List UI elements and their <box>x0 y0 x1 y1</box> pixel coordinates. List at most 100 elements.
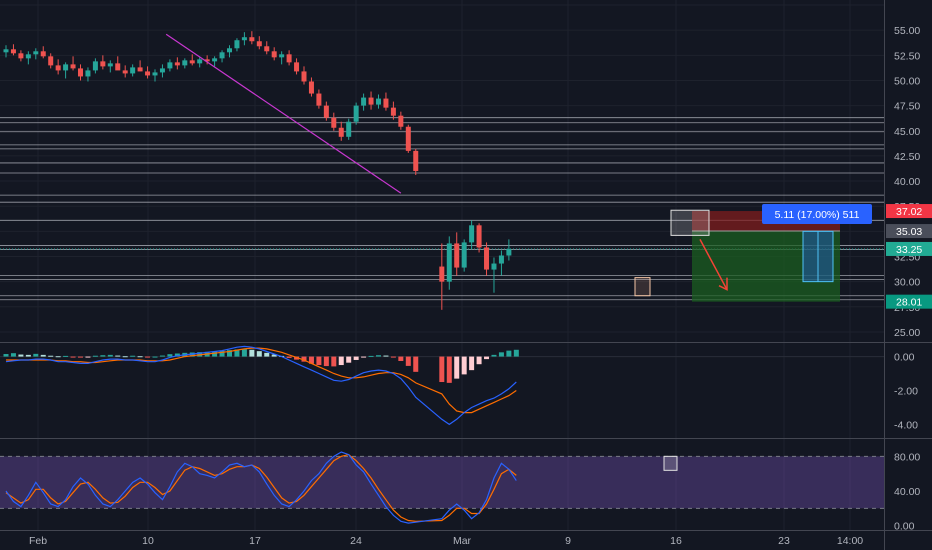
x-tick-24: 24 <box>350 535 362 547</box>
macd-histogram-bar <box>78 356 83 358</box>
candle-body <box>439 266 445 282</box>
short-position-tool[interactable] <box>634 209 840 302</box>
price-tag-last: 33.25 <box>896 244 922 256</box>
candle-body <box>3 49 9 53</box>
macd-histogram-bar <box>476 356 482 365</box>
candle-body <box>55 65 61 71</box>
macd-histogram-bar <box>33 353 39 357</box>
macd-histogram-bar <box>331 356 337 367</box>
price-axis[interactable]: 55.0052.5050.0047.5045.0042.5040.0037.50… <box>894 25 920 532</box>
candle-body <box>256 41 262 47</box>
candle-body <box>204 59 210 62</box>
macd-histogram-bar <box>174 353 180 357</box>
macd-histogram-bar <box>264 352 270 357</box>
macd-axis-label: 0.00 <box>894 352 915 364</box>
macd-histogram-bar <box>390 356 396 358</box>
trendline[interactable] <box>165 33 402 194</box>
candle-body <box>279 54 285 58</box>
macd-histogram-bar <box>491 354 497 357</box>
macd-histogram-bar <box>159 355 165 357</box>
candle-body <box>174 62 180 66</box>
candle-body <box>376 98 381 105</box>
candle-body <box>461 242 467 268</box>
candle-body <box>316 93 322 106</box>
candle-body <box>145 71 151 76</box>
stochastic-axis-label: 0.00 <box>894 521 915 533</box>
projection-arrow-head[interactable] <box>718 277 728 291</box>
macd-histogram-bar <box>506 350 512 357</box>
candle-body <box>286 54 292 63</box>
price-tag-entry-box <box>886 224 932 239</box>
projection-arrow[interactable] <box>699 239 728 291</box>
candle-body <box>25 54 31 59</box>
macd-histogram-bar <box>55 356 61 358</box>
entry-highlight-box[interactable] <box>670 209 710 236</box>
macd-histogram-bar <box>115 355 121 357</box>
candle-body <box>491 263 497 270</box>
take-profit-zone[interactable] <box>692 231 840 302</box>
macd-histogram-bar <box>308 356 314 364</box>
x-tick-1400: 14:00 <box>837 535 863 547</box>
candle-body <box>40 51 46 57</box>
candle-body <box>353 105 359 122</box>
price-axis-label: 45.00 <box>894 126 920 138</box>
price-axis-label: 40.00 <box>894 176 920 188</box>
macd-histogram-bar <box>301 356 307 362</box>
candle-body <box>234 40 240 49</box>
candle-body <box>398 115 404 127</box>
price-tags: 37.02 35.03 33.25 28.01 <box>886 204 932 309</box>
macd-histogram-bar <box>256 351 262 357</box>
candle-body <box>219 52 225 59</box>
macd-histogram-bar <box>383 355 389 357</box>
macd-histogram-bar <box>167 354 173 357</box>
candle-body <box>212 58 218 62</box>
macd-histogram-bar <box>439 356 445 383</box>
measure-label: 5.11 (17.00%) 511 <box>775 209 860 221</box>
measure-label-box[interactable] <box>762 204 872 224</box>
candle-body <box>152 72 158 76</box>
resistance-trendline[interactable] <box>165 33 402 194</box>
candle-body <box>413 150 419 171</box>
candle-body <box>63 64 69 71</box>
time-axis[interactable]: Feb 10 17 24 Mar 9 16 23 14:00 <box>29 535 863 547</box>
macd-histogram-bar <box>48 355 54 357</box>
macd-histogram-bar <box>368 355 374 357</box>
macd-histogram-bar <box>294 356 300 360</box>
macd-histogram-bar <box>100 355 106 357</box>
macd-histogram-bar <box>405 356 411 366</box>
macd-histogram-bar <box>227 350 232 357</box>
candle-body <box>446 243 452 282</box>
macd-histogram-bar <box>346 356 352 363</box>
candle-body <box>368 97 374 105</box>
macd-axis-label: -2.00 <box>894 386 918 398</box>
macd-histogram-bar <box>85 356 91 358</box>
macd-histogram-bar <box>513 349 519 357</box>
price-tag-stop-box <box>886 204 932 219</box>
x-tick-23: 23 <box>778 535 790 547</box>
macd-histogram-bar <box>18 354 24 357</box>
candle-body <box>33 51 39 55</box>
candle-body <box>264 46 270 52</box>
macd-histogram-bar <box>92 355 98 357</box>
macd-pane <box>0 345 884 426</box>
candle-body <box>338 127 344 137</box>
macd-histogram-bar <box>338 356 344 366</box>
measure-label-group[interactable]: 5.11 (17.00%) 511 <box>762 204 872 224</box>
price-axis-label: 52.50 <box>894 50 920 62</box>
candle-body <box>107 63 113 67</box>
candle-body <box>249 37 255 42</box>
macd-histogram-bar <box>152 356 158 358</box>
macd-histogram-bar <box>361 356 367 358</box>
x-tick-17: 17 <box>249 535 261 547</box>
macd-histogram-bar <box>122 356 128 358</box>
price-candles <box>3 31 512 310</box>
macd-line <box>5 345 517 426</box>
macd-histogram-bar <box>484 356 490 360</box>
macd-histogram-bar <box>461 356 467 375</box>
candle-body <box>346 121 352 137</box>
candle-body <box>454 243 460 268</box>
candle-body <box>294 62 300 72</box>
low-highlight-box[interactable] <box>634 277 651 297</box>
